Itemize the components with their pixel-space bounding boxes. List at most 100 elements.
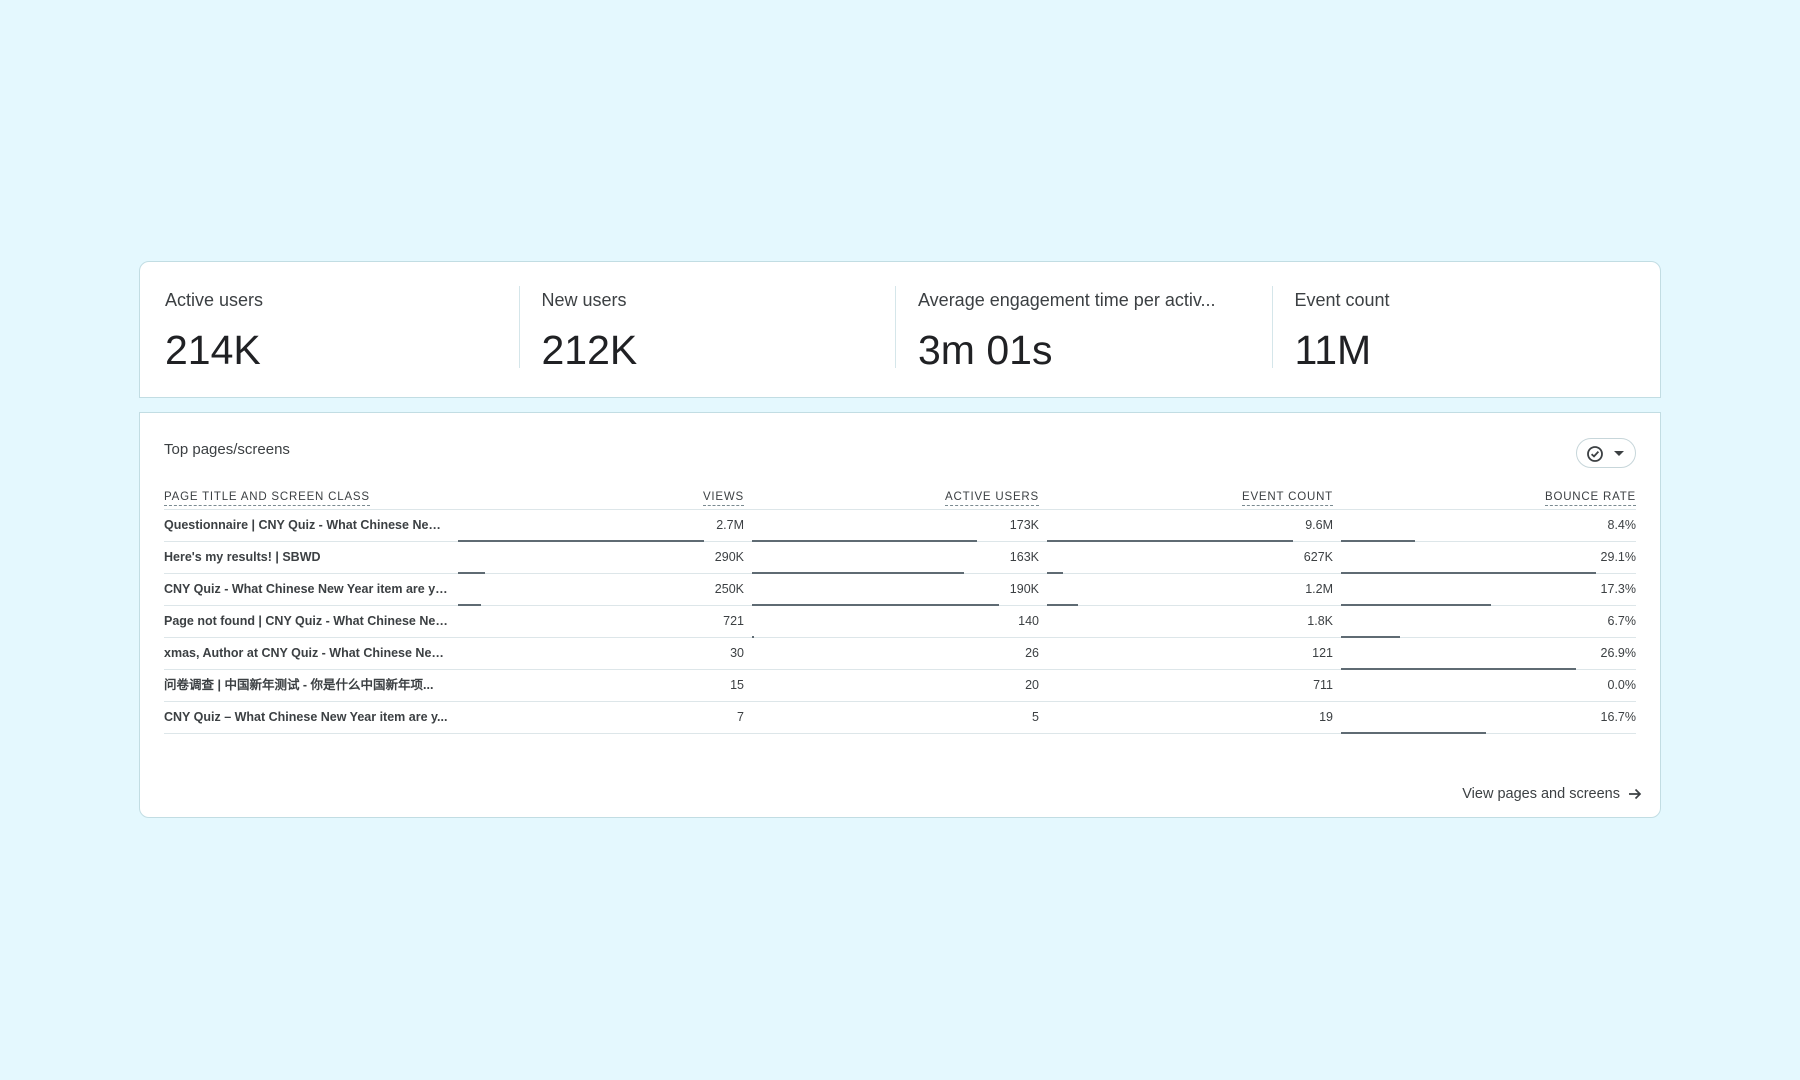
metric-avg-engagement-time[interactable]: Average engagement time per activ... 3m … (893, 262, 1270, 397)
views-cell: 7 (458, 702, 744, 733)
views-cell: 2.7M (458, 510, 744, 542)
page-title-cell: xmas, Author at CNY Quiz - What Chinese … (164, 646, 450, 660)
event-count-cell: 9.6M (1047, 510, 1333, 542)
active-users-value: 163K (1009, 550, 1039, 564)
views-value: 15 (730, 678, 744, 692)
table-body: Questionnaire | CNY Quiz - What Chinese … (164, 510, 1636, 734)
table-header-row: PAGE TITLE AND SCREEN CLASS VIEWS ACTIVE… (164, 483, 1636, 510)
bounce-rate-cell: 16.7% (1341, 702, 1636, 734)
active-users-value: 173K (1009, 518, 1039, 532)
view-pages-link[interactable]: View pages and screens (1462, 786, 1642, 802)
event-count-bar (1047, 604, 1078, 606)
views-cell: 290K (458, 542, 744, 574)
active-users-value: 26 (1025, 646, 1039, 660)
header-cell-title: PAGE TITLE AND SCREEN CLASS (164, 483, 450, 509)
metric-value: 212K (541, 327, 638, 373)
table-row[interactable]: 问卷调查 | 中国新年测试 - 你是什么中国新年项... 15 20 711 0.0% (164, 670, 1636, 702)
active-users-value: 20 (1025, 678, 1039, 692)
bounce-rate-value: 8.4% (1607, 518, 1637, 532)
active-users-cell: 140 (752, 606, 1039, 638)
bounce-rate-cell: 6.7% (1341, 606, 1637, 638)
metric-label: New users (541, 290, 627, 310)
active-users-bar (752, 540, 977, 542)
page-title-cell: Page not found | CNY Quiz - What Chinese… (164, 614, 450, 628)
active-users-cell: 20 (752, 670, 1039, 701)
active-users-value: 140 (1018, 614, 1039, 628)
views-value: 2.7M (716, 518, 744, 532)
event-count-cell: 19 (1047, 702, 1333, 733)
active-users-cell: 26 (752, 638, 1039, 669)
metric-new-users[interactable]: New users 212K (517, 262, 894, 397)
bounce-rate-cell: 0.0% (1341, 670, 1637, 701)
metric-label: Active users (165, 290, 264, 310)
metric-value: 214K (165, 327, 261, 373)
views-value: 721 (723, 614, 744, 628)
active-users-cell: 5 (752, 702, 1039, 733)
compare-dropdown-button[interactable] (1576, 438, 1636, 468)
views-value: 290K (714, 550, 744, 564)
bounce-rate-value: 26.9% (1600, 646, 1636, 660)
sort-header-active-users[interactable]: ACTIVE USERS (945, 490, 1039, 506)
views-value: 7 (737, 710, 744, 724)
table-row[interactable]: CNY Quiz - What Chinese New Year item ar… (164, 574, 1636, 606)
active-users-cell: 190K (752, 574, 1039, 606)
bounce-rate-bar (1341, 604, 1491, 606)
views-cell: 30 (458, 638, 744, 669)
metric-label: Event count (1294, 290, 1390, 310)
bounce-rate-value: 0.0% (1607, 678, 1637, 692)
event-count-value: 1.2M (1305, 582, 1333, 596)
header-cell-event-count: EVENT COUNT (1047, 483, 1333, 509)
views-cell: 721 (458, 606, 744, 637)
table-row[interactable]: Questionnaire | CNY Quiz - What Chinese … (164, 510, 1636, 542)
event-count-cell: 627K (1047, 542, 1333, 574)
bounce-rate-bar (1341, 732, 1486, 734)
bounce-rate-value: 6.7% (1607, 614, 1637, 628)
pages-table: PAGE TITLE AND SCREEN CLASS VIEWS ACTIVE… (164, 483, 1636, 734)
event-count-value: 121 (1312, 646, 1333, 660)
table-row[interactable]: CNY Quiz – What Chinese New Year item ar… (164, 702, 1636, 734)
page-title-cell: Here's my results! | SBWD (164, 550, 321, 564)
active-users-bar (752, 572, 964, 574)
sort-header-views[interactable]: VIEWS (702, 490, 744, 506)
views-bar (458, 572, 485, 574)
event-count-value: 9.6M (1305, 518, 1333, 532)
bounce-rate-value: 17.3% (1600, 582, 1636, 596)
active-users-cell: 163K (752, 542, 1039, 574)
metric-event-count[interactable]: Event count 11M (1270, 262, 1647, 397)
views-value: 250K (714, 582, 744, 596)
active-users-value: 190K (1009, 582, 1039, 596)
bounce-rate-cell: 26.9% (1341, 638, 1636, 670)
sort-header-bounce-rate[interactable]: BOUNCE RATE (1544, 490, 1636, 506)
bounce-rate-bar (1341, 636, 1400, 638)
active-users-cell: 173K (752, 510, 1039, 542)
metric-active-users[interactable]: Active users 214K (140, 262, 517, 397)
event-count-cell: 1.2M (1047, 574, 1333, 606)
sort-header-event-count[interactable]: EVENT COUNT (1241, 490, 1333, 506)
card-title: Top pages/screens (164, 441, 290, 458)
metric-value: 11M (1294, 327, 1372, 373)
page-title-cell: CNY Quiz - What Chinese New Year item ar… (164, 582, 450, 596)
table-row[interactable]: Page not found | CNY Quiz - What Chinese… (164, 606, 1636, 638)
event-count-bar (1047, 540, 1293, 542)
active-users-bar (752, 604, 999, 606)
arrow-right-icon (1629, 788, 1642, 800)
table-row[interactable]: xmas, Author at CNY Quiz - What Chinese … (164, 638, 1636, 670)
event-count-value: 19 (1319, 710, 1333, 724)
bounce-rate-bar (1341, 668, 1576, 670)
bounce-rate-bar (1341, 540, 1415, 542)
page-title-cell: 问卷调查 | 中国新年测试 - 你是什么中国新年项... (164, 678, 434, 692)
caret-down-icon (1614, 451, 1624, 456)
sort-header-title[interactable]: PAGE TITLE AND SCREEN CLASS (164, 490, 370, 506)
metric-value: 3m 01s (918, 327, 1053, 373)
event-count-value: 627K (1303, 550, 1333, 564)
page-title-cell: CNY Quiz – What Chinese New Year item ar… (164, 710, 448, 724)
header-cell-views: VIEWS (458, 483, 744, 509)
header-cell-active-users: ACTIVE USERS (752, 483, 1039, 509)
event-count-bar (1047, 572, 1063, 574)
bounce-rate-bar (1341, 572, 1596, 574)
table-row[interactable]: Here's my results! | SBWD 290K 163K 627K 29.… (164, 542, 1636, 574)
bounce-rate-value: 29.1% (1600, 550, 1636, 564)
view-pages-link-label: View pages and screens (1462, 786, 1620, 802)
header-cell-bounce-rate: BOUNCE RATE (1341, 483, 1636, 509)
event-count-cell: 121 (1047, 638, 1333, 669)
